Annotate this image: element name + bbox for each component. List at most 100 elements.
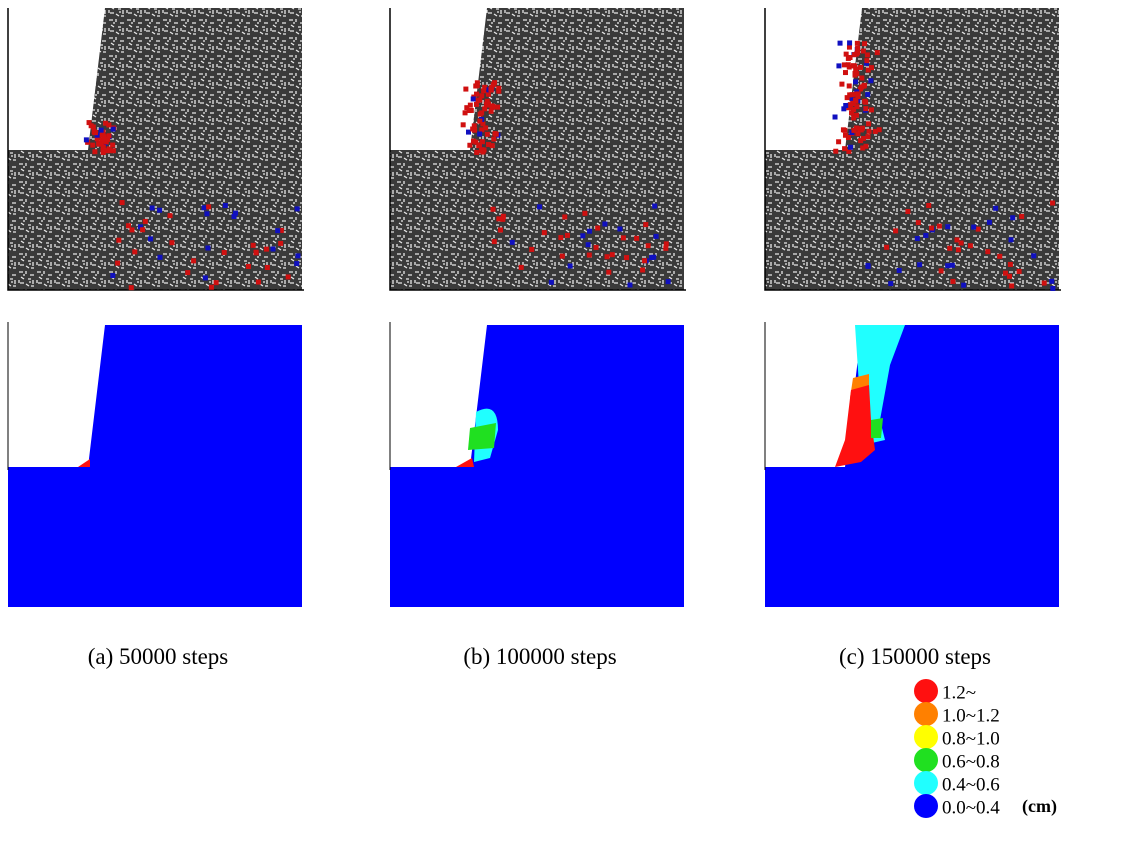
displaced-particle <box>140 227 146 233</box>
displaced-particle <box>663 245 669 251</box>
displaced-particle <box>485 142 491 148</box>
displaced-particle <box>509 239 515 245</box>
displaced-particle <box>90 124 96 130</box>
displaced-particle <box>106 133 112 139</box>
displaced-particle <box>470 138 476 144</box>
displaced-particle <box>100 144 106 150</box>
displaced-particle <box>993 205 999 211</box>
zone-red <box>835 385 875 467</box>
displaced-particle <box>844 95 850 101</box>
displaced-particle <box>1006 273 1012 279</box>
displaced-particle <box>471 123 477 129</box>
displaced-particle <box>126 223 132 229</box>
displaced-particle <box>110 126 116 132</box>
displaced-particle <box>624 255 630 261</box>
displaced-particle <box>958 240 964 246</box>
displaced-particle <box>945 224 951 230</box>
displaced-particle <box>915 220 921 226</box>
displaced-particle <box>137 224 143 230</box>
displaced-particle <box>169 240 175 246</box>
displaced-particle <box>617 226 623 232</box>
displaced-particle <box>997 253 1003 259</box>
displaced-particle <box>496 85 502 91</box>
displaced-particle <box>1010 215 1016 221</box>
displaced-particle <box>1016 268 1022 274</box>
legend-unit: (cm) <box>1022 796 1057 817</box>
displaced-particle <box>929 225 935 231</box>
displaced-particle <box>855 131 861 137</box>
legend-label: 0.6~0.8 <box>942 751 1000 772</box>
legend-swatch <box>914 725 938 749</box>
displaced-particle <box>860 125 866 131</box>
displaced-particle <box>91 129 97 135</box>
displaced-particle <box>470 96 476 102</box>
displaced-particle <box>896 267 902 273</box>
displaced-particle <box>263 246 269 252</box>
displaced-particle <box>119 200 125 206</box>
displaced-particle <box>847 144 853 150</box>
displaced-particle <box>975 226 981 232</box>
displaced-particle <box>294 261 300 267</box>
displaced-particle <box>854 40 860 46</box>
displaced-particle <box>846 105 852 111</box>
displaced-particle <box>860 145 866 151</box>
displaced-particle <box>839 81 845 87</box>
displaced-particle <box>83 137 89 143</box>
boundary <box>7 8 304 291</box>
displaced-particle <box>463 86 469 92</box>
displaced-particle <box>479 93 485 99</box>
displaced-particle <box>645 243 651 249</box>
displaced-particle <box>477 118 483 124</box>
displaced-particle <box>92 149 98 155</box>
displaced-particle <box>86 120 92 126</box>
displaced-particle <box>488 108 494 114</box>
displaced-particle <box>129 227 135 233</box>
displaced-particle <box>470 126 476 132</box>
legend-swatch <box>914 771 938 795</box>
zone-red <box>78 459 90 467</box>
displaced-particle <box>474 80 480 86</box>
displaced-particle <box>562 214 568 220</box>
displaced-particle <box>627 282 633 288</box>
displaced-particle <box>482 84 488 90</box>
displaced-particle <box>500 216 506 222</box>
displaced-particle <box>99 132 105 138</box>
displaced-particle <box>665 279 671 285</box>
displaced-particle <box>1008 237 1014 243</box>
displaced-particle <box>642 258 648 264</box>
displaced-particle <box>110 142 116 148</box>
displaced-particle <box>836 139 842 145</box>
contour-base <box>8 325 302 607</box>
displaced-particle <box>496 88 502 94</box>
displaced-particle <box>876 127 882 133</box>
displaced-particle <box>495 104 501 110</box>
displaced-particle <box>587 228 593 234</box>
displaced-particle <box>864 58 870 64</box>
displaced-particle <box>185 270 191 276</box>
displaced-particle <box>148 236 154 242</box>
displaced-particle <box>1041 280 1047 286</box>
displaced-particle <box>846 44 852 50</box>
legend-swatch <box>914 679 938 703</box>
displaced-particle <box>488 87 494 93</box>
displaced-particle <box>497 227 503 233</box>
displaced-particle <box>1019 213 1025 219</box>
displaced-particle <box>201 205 207 211</box>
displaced-particle <box>480 149 486 155</box>
displaced-particle <box>985 249 991 255</box>
displaced-particle <box>620 235 626 241</box>
displaced-particle <box>947 245 953 251</box>
displaced-particle <box>950 278 956 284</box>
legend-label: 1.2~ <box>942 682 976 703</box>
displaced-particle <box>609 252 615 258</box>
displaced-particle <box>485 91 491 97</box>
displaced-particle <box>865 134 871 140</box>
displaced-particle <box>945 263 951 269</box>
displaced-particle <box>157 254 163 260</box>
zone-red <box>456 458 474 467</box>
displaced-particle <box>205 245 211 251</box>
legend-label: 0.8~1.0 <box>942 728 1000 749</box>
displaced-particle <box>484 131 490 137</box>
displaced-particle <box>849 110 855 116</box>
displaced-particle <box>98 127 104 133</box>
